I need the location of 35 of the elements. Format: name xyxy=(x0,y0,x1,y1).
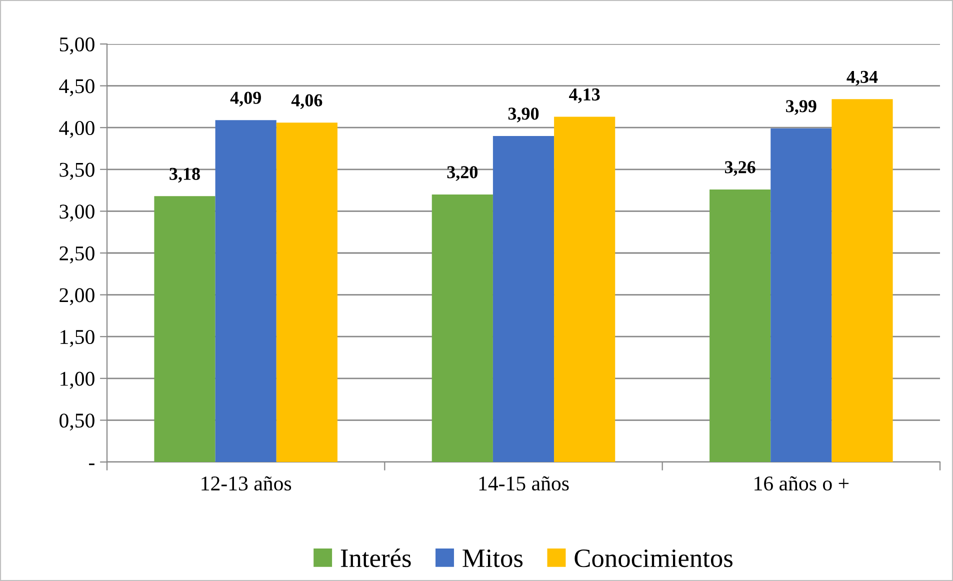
data-label: 4,13 xyxy=(569,88,600,104)
bar xyxy=(432,194,493,462)
y-tick-label: 4,50 xyxy=(59,79,94,96)
bar xyxy=(554,116,616,462)
bar xyxy=(154,196,216,462)
y-tick-label: 3,50 xyxy=(60,162,94,180)
y-tick-label: 2,50 xyxy=(60,246,94,264)
data-label: 4,06 xyxy=(291,94,322,110)
y-tick-label: 4,00 xyxy=(59,120,94,138)
y-tick-label: 1,00 xyxy=(60,372,94,389)
bar xyxy=(770,128,832,462)
legend-label: Mitos xyxy=(462,549,523,568)
y-tick-label: 1,50 xyxy=(60,330,94,348)
legend-label: Conocimientos xyxy=(574,549,732,568)
data-label: 3,99 xyxy=(786,100,816,115)
data-label: 4,09 xyxy=(230,92,261,107)
x-tick-label: 14-15 años xyxy=(479,476,569,491)
bar xyxy=(276,122,338,462)
legend-label: Interés xyxy=(340,548,411,568)
bar xyxy=(710,189,771,462)
data-label: 4,34 xyxy=(846,70,878,86)
data-label: 3,20 xyxy=(447,166,478,181)
data-label: 3,90 xyxy=(508,108,539,122)
x-tick-label: 12-13 años xyxy=(202,476,292,491)
y-tick-label: 0,50 xyxy=(60,414,94,431)
y-tick-label: 2,00 xyxy=(60,288,94,306)
bar xyxy=(832,99,893,462)
data-label: 3,18 xyxy=(170,168,200,183)
y-tick-label: 3,00 xyxy=(60,204,94,222)
bar xyxy=(492,136,554,462)
y-tick-label: 5,00 xyxy=(60,37,94,54)
data-label: 3,26 xyxy=(724,161,756,176)
y-tick-label: - xyxy=(89,464,94,466)
bar xyxy=(215,120,276,462)
x-tick-label: 16 años o + xyxy=(754,476,849,491)
